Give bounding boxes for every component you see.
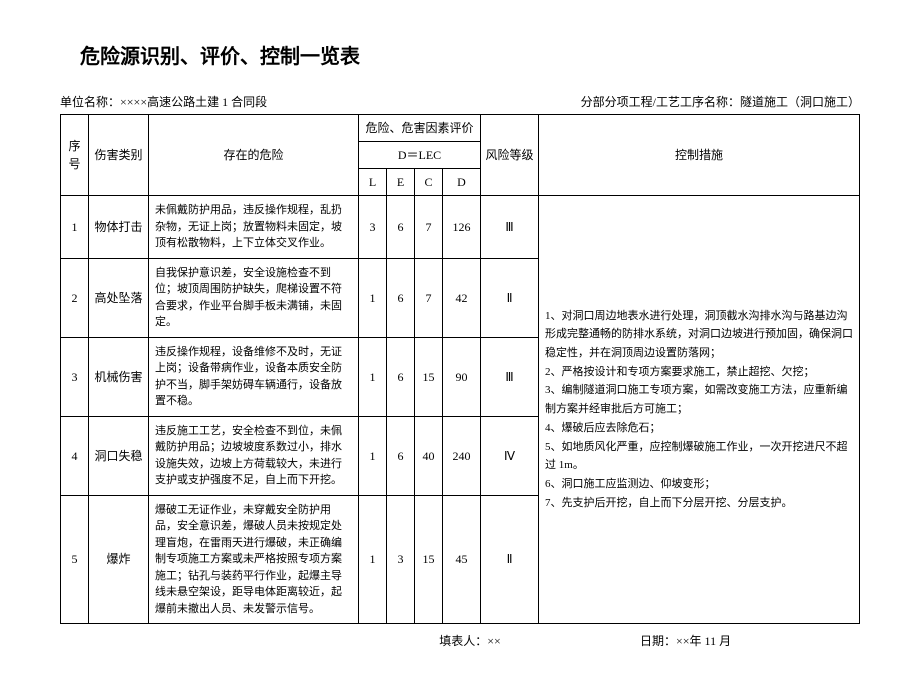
cell-L: 1 [359,258,387,337]
cell-L: 1 [359,337,387,416]
cell-level: Ⅱ [481,258,539,337]
date-label: 日期： [640,634,676,648]
cell-control-measures: 1、对洞口周边地表水进行处理，洞顶截水沟排水沟与路基边沟形成完整通畅的防排水系统… [539,196,860,624]
date-value: ××年 11 月 [676,634,731,648]
page-title: 危险源识别、评价、控制一览表 [80,40,860,69]
cell-E: 6 [387,258,415,337]
cell-D: 42 [443,258,481,337]
cell-D: 126 [443,196,481,259]
table-body: 1 物体打击 未佩戴防护用品，违反操作规程，乱扔杂物，无证上岗；放置物料未固定，… [61,196,860,624]
hazard-table: 序号 伤害类别 存在的危险 危险、危害因素评价 风险等级 控制措施 D＝LEC … [60,114,860,624]
cell-L: 1 [359,416,387,495]
col-formula: D＝LEC [359,142,481,169]
cell-C: 15 [415,337,443,416]
cell-C: 7 [415,258,443,337]
project-block: 分部分项工程/工艺工序名称：隧道施工（洞口施工） [581,93,860,110]
col-D: D [443,169,481,196]
cell-D: 240 [443,416,481,495]
filled-by-label: 填表人： [439,634,487,648]
cell-level: Ⅳ [481,416,539,495]
cell-category: 高处坠落 [89,258,149,337]
cell-level: Ⅲ [481,196,539,259]
cell-L: 3 [359,196,387,259]
cell-seq: 2 [61,258,89,337]
filled-by-block: 填表人：×× [60,632,640,649]
cell-level: Ⅲ [481,337,539,416]
cell-risk: 自我保护意识差，安全设施检查不到位；坡顶周围防护缺失，爬梯设置不符合要求，作业平… [149,258,359,337]
cell-risk: 违反施工工艺，安全检查不到位，未佩戴防护用品；边坡坡度系数过小，排水设施失效，边… [149,416,359,495]
col-eval-group: 危险、危害因素评价 [359,115,481,142]
unit-name: ××××高速公路土建 1 合同段 [120,95,267,109]
cell-D: 45 [443,495,481,624]
col-risk: 存在的危险 [149,115,359,196]
footer-line: 填表人：×× 日期：××年 11 月 [60,632,860,649]
cell-seq: 3 [61,337,89,416]
col-level: 风险等级 [481,115,539,196]
cell-C: 40 [415,416,443,495]
col-E: E [387,169,415,196]
filled-by-name: ×× [487,634,501,648]
header-row-1: 序号 伤害类别 存在的危险 危险、危害因素评价 风险等级 控制措施 [61,115,860,142]
cell-seq: 1 [61,196,89,259]
cell-E: 6 [387,196,415,259]
date-block: 日期：××年 11 月 [640,632,860,649]
cell-category: 机械伤害 [89,337,149,416]
cell-category: 物体打击 [89,196,149,259]
header-line: 单位名称：××××高速公路土建 1 合同段 分部分项工程/工艺工序名称：隧道施工… [60,93,860,110]
cell-seq: 5 [61,495,89,624]
cell-risk: 爆破工无证作业，未穿戴安全防护用品，安全意识差，爆破人员未按规定处理盲炮，在雷雨… [149,495,359,624]
col-control: 控制措施 [539,115,860,196]
project-label: 分部分项工程/工艺工序名称： [581,95,740,109]
cell-C: 7 [415,196,443,259]
col-category: 伤害类别 [89,115,149,196]
unit-label: 单位名称： [60,95,120,109]
cell-E: 6 [387,337,415,416]
cell-C: 15 [415,495,443,624]
cell-category: 洞口失稳 [89,416,149,495]
cell-L: 1 [359,495,387,624]
cell-risk: 未佩戴防护用品，违反操作规程，乱扔杂物，无证上岗；放置物料未固定，坡顶有松散物料… [149,196,359,259]
cell-level: Ⅱ [481,495,539,624]
unit-block: 单位名称：××××高速公路土建 1 合同段 [60,93,267,110]
cell-category: 爆炸 [89,495,149,624]
cell-E: 6 [387,416,415,495]
cell-risk: 违反操作规程，设备维修不及时，无证上岗；设备带病作业，设备本质安全防护不当，脚手… [149,337,359,416]
cell-D: 90 [443,337,481,416]
col-L: L [359,169,387,196]
cell-seq: 4 [61,416,89,495]
col-C: C [415,169,443,196]
cell-E: 3 [387,495,415,624]
project-name: 隧道施工（洞口施工） [740,95,860,109]
col-seq: 序号 [61,115,89,196]
table-row: 1 物体打击 未佩戴防护用品，违反操作规程，乱扔杂物，无证上岗；放置物料未固定，… [61,196,860,259]
